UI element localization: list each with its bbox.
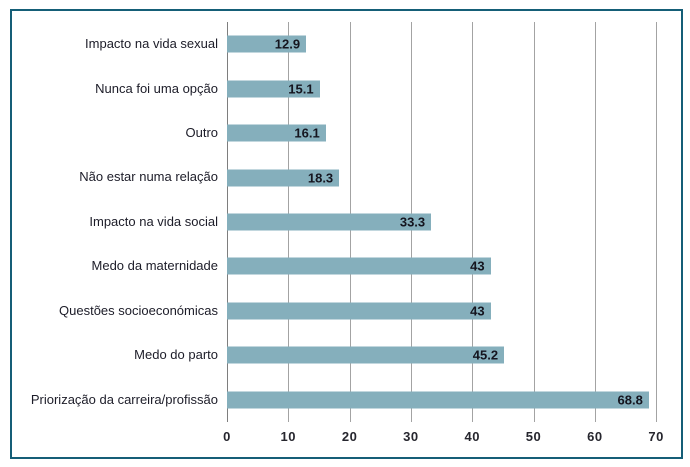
bar: 12.9	[227, 35, 307, 53]
x-tick-label: 70	[648, 429, 664, 444]
bar-row: Outro 16.1	[12, 111, 677, 155]
bar-track: 16.1	[227, 111, 677, 155]
bar: 68.8	[227, 391, 649, 409]
value-label: 43	[470, 303, 485, 319]
category-label: Impacto na vida sexual	[85, 36, 218, 52]
category-label: Medo da maternidade	[91, 258, 218, 274]
plot-area: Impacto na vida sexual 12.9 Nunca foi um…	[12, 22, 681, 422]
value-label: 18.3	[307, 170, 334, 186]
gridline-60	[594, 22, 596, 422]
bar-row: Priorização da carreira/profissão 68.8	[12, 378, 677, 422]
bar-row: Impacto na vida social 33.3	[12, 200, 677, 244]
bar-row: Não estar numa relação 18.3	[12, 155, 677, 199]
bar: 45.2	[227, 346, 505, 364]
bar-row: Medo da maternidade 43	[12, 244, 677, 288]
bar-row: Nunca foi uma opção 15.1	[12, 66, 677, 110]
value-label: 68.8	[617, 392, 643, 408]
bar: 33.3	[227, 213, 432, 231]
category-label: Nunca foi uma opção	[95, 80, 218, 96]
bar-track: 43	[227, 244, 677, 288]
value-label: 16.1	[294, 125, 320, 141]
x-tick-label: 30	[403, 429, 419, 444]
bar: 15.1	[227, 80, 320, 98]
bar-rows: Impacto na vida sexual 12.9 Nunca foi um…	[12, 22, 677, 422]
category-label: Não estar numa relação	[79, 169, 218, 185]
bar: 18.3	[227, 169, 340, 187]
x-tick-label: 40	[464, 429, 480, 444]
value-label: 33.3	[399, 214, 426, 230]
category-label: Questões socioeconómicas	[59, 302, 218, 318]
category-label: Outro	[185, 124, 218, 140]
bar-track: 33.3	[227, 200, 677, 244]
category-label: Impacto na vida social	[89, 213, 218, 229]
chart-frame: Impacto na vida sexual 12.9 Nunca foi um…	[10, 9, 683, 459]
bar: 16.1	[227, 124, 326, 142]
bar-track: 45.2	[227, 333, 677, 377]
gridline-50	[533, 22, 535, 422]
bar-track: 68.8	[227, 378, 677, 422]
category-label: Priorização da carreira/profissão	[30, 391, 218, 407]
bar: 43	[227, 302, 491, 320]
value-label: 43	[470, 258, 485, 274]
bar: 43	[227, 257, 491, 275]
x-tick-label: 20	[341, 429, 358, 444]
x-tick-label: 60	[587, 429, 603, 444]
bar-row: Questões socioeconómicas 43	[12, 289, 677, 333]
value-label: 15.1	[288, 81, 314, 97]
value-label: 45.2	[472, 347, 499, 363]
x-tick-label: 50	[525, 429, 542, 444]
gridline-70	[656, 22, 658, 422]
bar-row: Medo do parto 45.2	[12, 333, 677, 377]
value-label: 12.9	[274, 36, 301, 52]
x-tick-label: 0	[223, 429, 231, 444]
x-axis: 0 10 20 30 40 50 60 70	[223, 422, 677, 448]
category-label: Medo do parto	[134, 347, 218, 363]
bar-track: 43	[227, 289, 677, 333]
bar-track: 18.3	[227, 155, 677, 199]
bar-track: 15.1	[227, 66, 677, 110]
bar-row: Impacto na vida sexual 12.9	[12, 22, 677, 66]
bar-track: 12.9	[227, 22, 677, 66]
x-tick-label: 10	[280, 429, 297, 444]
gridline-40	[472, 22, 474, 422]
